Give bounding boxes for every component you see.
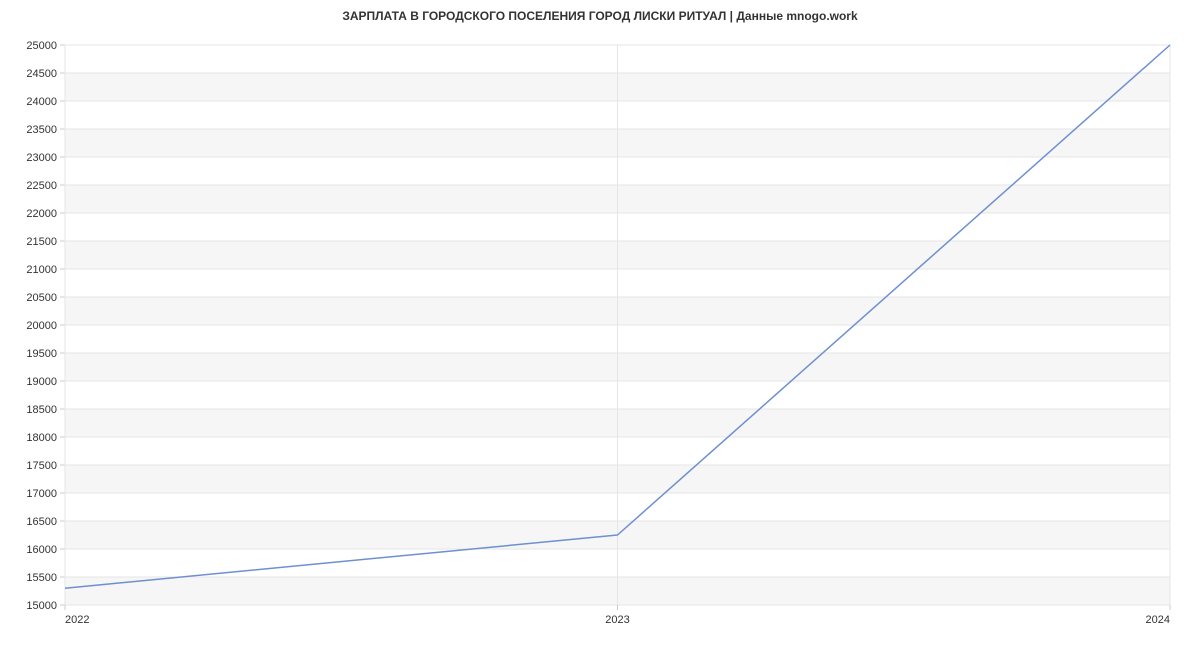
y-tick-label: 17500: [26, 460, 57, 472]
y-tick-label: 22000: [26, 208, 57, 220]
x-tick-label: 2024: [1146, 614, 1170, 626]
y-tick-label: 19000: [26, 376, 57, 388]
y-tick-label: 21500: [26, 236, 57, 248]
y-tick-label: 16500: [26, 516, 57, 528]
y-tick-label: 23500: [26, 124, 57, 136]
y-tick-label: 25000: [26, 40, 57, 52]
y-tick-label: 15500: [26, 572, 57, 584]
x-tick-label: 2023: [605, 614, 629, 626]
y-tick-label: 20000: [26, 320, 57, 332]
y-tick-label: 15000: [26, 600, 57, 612]
y-tick-label: 22500: [26, 180, 57, 192]
y-tick-label: 18500: [26, 404, 57, 416]
y-tick-label: 24000: [26, 96, 57, 108]
chart-svg: ЗАРПЛАТА В ГОРОДСКОГО ПОСЕЛЕНИЯ ГОРОД ЛИ…: [0, 0, 1200, 650]
y-tick-label: 23000: [26, 152, 57, 164]
y-tick-label: 17000: [26, 488, 57, 500]
y-tick-label: 18000: [26, 432, 57, 444]
salary-line-chart: ЗАРПЛАТА В ГОРОДСКОГО ПОСЕЛЕНИЯ ГОРОД ЛИ…: [0, 0, 1200, 650]
chart-title: ЗАРПЛАТА В ГОРОДСКОГО ПОСЕЛЕНИЯ ГОРОД ЛИ…: [342, 9, 858, 23]
y-tick-label: 19500: [26, 348, 57, 360]
x-tick-label: 2022: [65, 614, 89, 626]
y-tick-label: 16000: [26, 544, 57, 556]
y-tick-label: 24500: [26, 68, 57, 80]
y-tick-label: 20500: [26, 292, 57, 304]
y-tick-label: 21000: [26, 264, 57, 276]
